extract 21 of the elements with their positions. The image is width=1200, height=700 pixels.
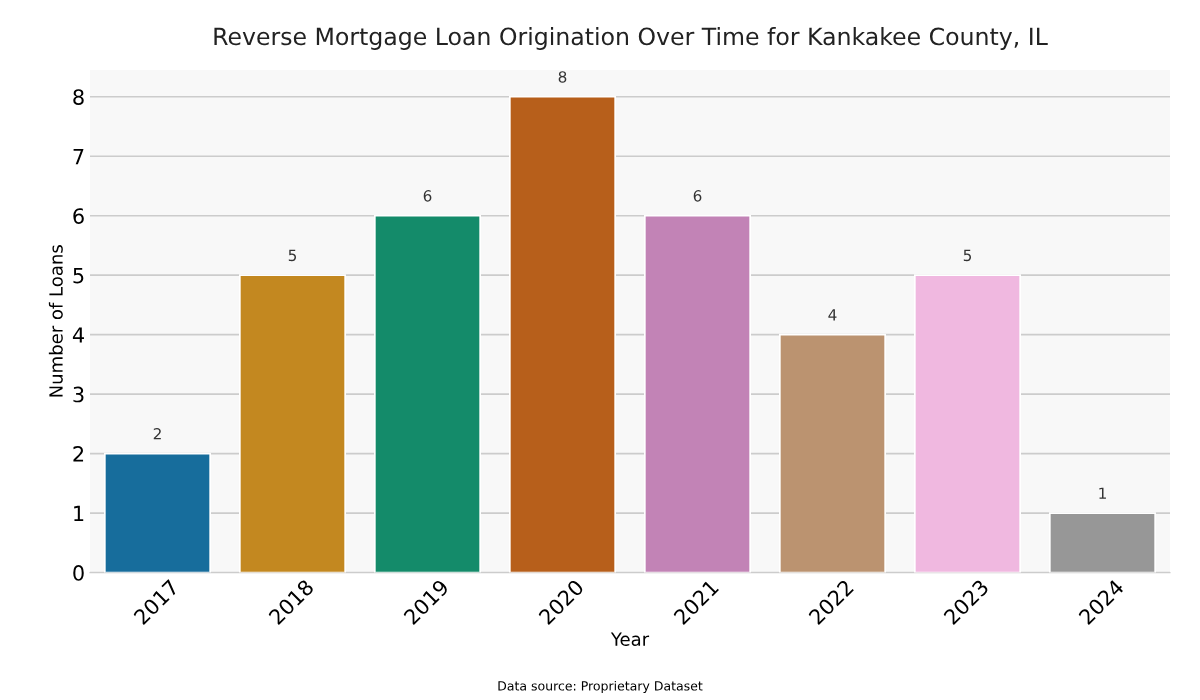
x-axis-title: Year bbox=[610, 632, 650, 646]
y-tick-label: 0 bbox=[73, 565, 84, 581]
y-tick-label: 3 bbox=[73, 386, 84, 403]
y-tick-label: 1 bbox=[74, 505, 84, 522]
data-label: 6 bbox=[693, 190, 702, 202]
data-label: 5 bbox=[288, 249, 297, 262]
y-tick-label: 6 bbox=[73, 208, 84, 224]
source-note: Data source: Proprietary Dataset bbox=[498, 680, 703, 693]
data-label: 2 bbox=[153, 428, 161, 440]
data-label: 6 bbox=[423, 190, 432, 202]
chart-title: Reverse Mortgage Loan Origination Over Time for Kankakee County, IL bbox=[214, 27, 1048, 50]
data-label: 4 bbox=[828, 309, 837, 321]
data-label: 1 bbox=[1099, 487, 1106, 499]
y-tick-label: 7 bbox=[73, 148, 84, 165]
y-tick-label: 2 bbox=[73, 446, 84, 462]
data-label: 8 bbox=[558, 71, 567, 83]
y-axis-title: Number of Loans bbox=[48, 245, 63, 397]
y-tick-label: 8 bbox=[73, 89, 84, 105]
y-tick-label: 4 bbox=[72, 327, 84, 343]
y-tick-label: 5 bbox=[73, 267, 84, 284]
data-label: 5 bbox=[963, 249, 972, 262]
